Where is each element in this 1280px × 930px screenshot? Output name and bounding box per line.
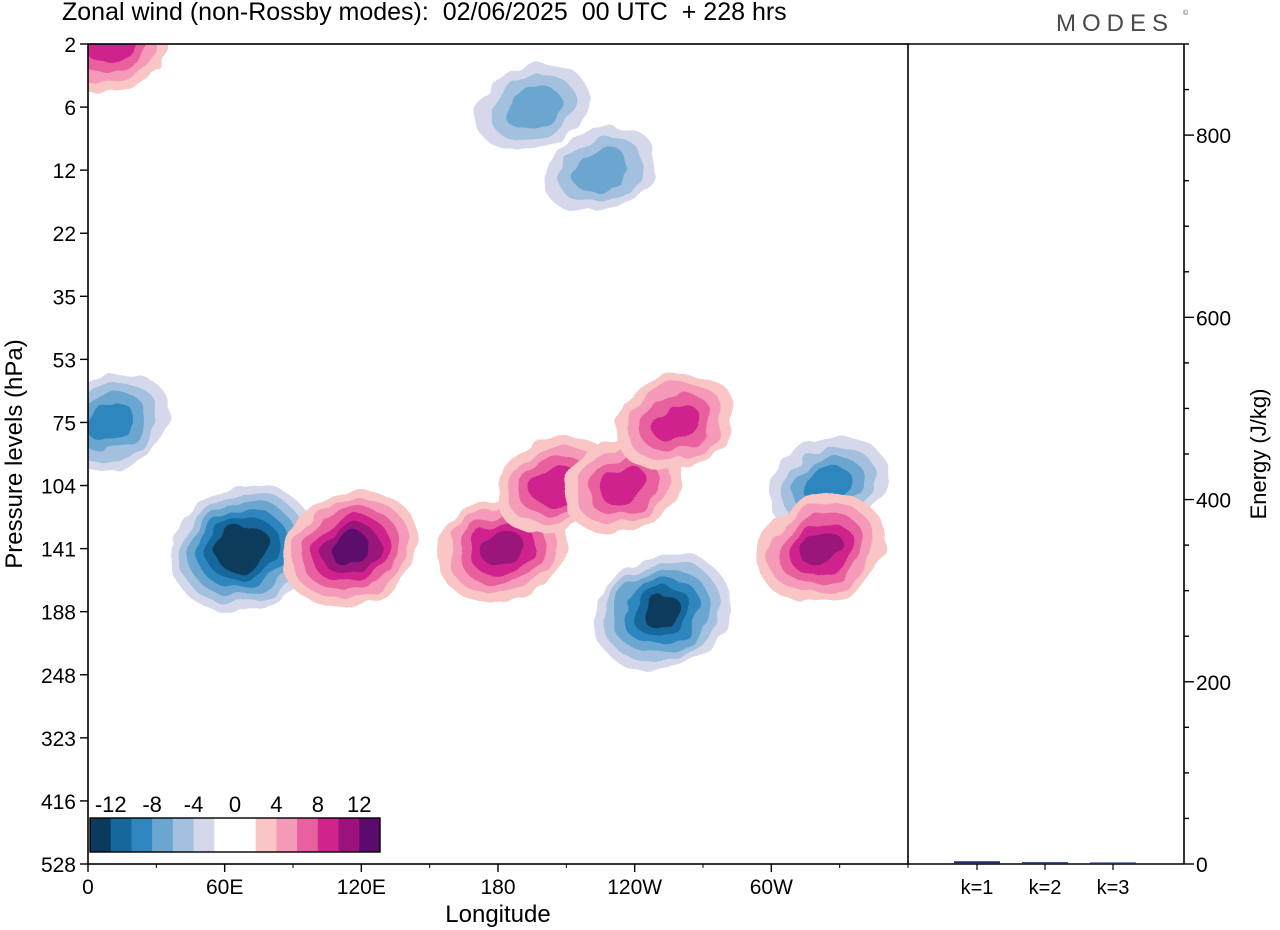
chart-title: Zonal wind (non-Rossby modes): 02/06/202…: [62, 0, 787, 26]
colorbar-swatch: [297, 818, 319, 852]
colorbar-swatch: [276, 818, 298, 852]
contour-band: [88, 44, 135, 64]
colorbar-label: 12: [347, 792, 371, 817]
colorbar-label: -4: [184, 792, 204, 817]
energy-bars: k=1 k=2 k=3: [954, 861, 1136, 899]
wind-anomaly: [88, 373, 171, 472]
energy-tick-label: 0: [1196, 854, 1208, 877]
colorbar-label: 8: [312, 792, 324, 817]
contour-band: [572, 148, 629, 193]
main-plot-frame: [87, 43, 909, 865]
pressure-axis: 2 6 12 22 35 53 75 104 141 188 248 323 416 528: [41, 34, 88, 877]
category-label: k=2: [1029, 877, 1062, 899]
contour-band: [599, 466, 648, 505]
wind-anomaly: [544, 126, 657, 214]
x-axis-label: Longitude: [445, 901, 550, 928]
y-tick-label: 141: [41, 539, 76, 562]
energy-tick-label: 200: [1196, 672, 1231, 695]
energy-bar: [1022, 862, 1068, 864]
x-tick-label: 60E: [206, 876, 243, 899]
y-tick-label: 188: [41, 602, 76, 625]
colorbar-swatch: [131, 818, 153, 852]
contour-band: [800, 530, 843, 567]
x-tick-label: 180: [480, 876, 515, 899]
colorbar-label: -8: [142, 792, 162, 817]
modes-logo: MODES: [1056, 10, 1175, 37]
copyright-mark: ©: [1183, 10, 1189, 17]
wind-anomaly: [593, 553, 731, 670]
energy-tick-label: 600: [1196, 307, 1231, 330]
y-tick-label: 416: [41, 791, 76, 814]
contour-field: [88, 44, 889, 670]
x-tick-label: 60W: [750, 876, 793, 899]
colorbar-swatch: [172, 818, 195, 852]
energy-axis-label: Energy (J/kg): [1246, 389, 1271, 520]
y-tick-label: 528: [41, 854, 76, 877]
contour-band: [481, 530, 524, 567]
colorbar-swatch: [338, 818, 360, 852]
energy-bar: [954, 861, 1000, 864]
energy-tick-label: 800: [1196, 125, 1231, 148]
contour-band: [651, 403, 700, 442]
colorbar-swatch: [152, 818, 174, 852]
wind-anomaly: [281, 490, 419, 607]
energy-axis: 0 200 400 600 800: [1184, 43, 1231, 877]
contour-band: [642, 595, 682, 629]
colorbar-swatch: [317, 818, 340, 852]
y-tick-label: 75: [53, 412, 76, 435]
energy-bar: [1090, 862, 1136, 864]
colorbar-swatch: [235, 818, 257, 852]
y-tick-label: 2: [64, 34, 76, 57]
contour-band: [224, 532, 261, 565]
wind-anomaly: [476, 63, 589, 151]
colorbar-swatch: [90, 818, 112, 852]
y-tick-label: 53: [53, 349, 76, 372]
colorbar-swatch: [255, 818, 277, 852]
wind-anomaly: [170, 485, 316, 612]
x-tick-label: 120E: [337, 876, 386, 899]
contour-band: [804, 466, 853, 505]
colorbar-swatch: [193, 818, 215, 852]
contour-band: [88, 403, 135, 442]
colorbar-label: 4: [270, 792, 282, 817]
contour-band: [330, 531, 370, 566]
y-tick-label: 248: [41, 665, 76, 688]
y-tick-label: 104: [41, 476, 76, 499]
y-axis-label: Pressure levels (hPa): [1, 339, 28, 568]
contour-band: [504, 85, 561, 129]
colorbar: -12 -8 -4 0 4 8 12: [89, 792, 381, 853]
colorbar-frame: [89, 817, 381, 853]
y-tick-label: 323: [41, 728, 76, 751]
contour-band: [88, 44, 159, 83]
colorbar-label: -12: [95, 792, 127, 817]
wind-anomaly: [615, 373, 736, 472]
energy-tick-label: 400: [1196, 490, 1231, 513]
y-tick-label: 12: [53, 160, 76, 183]
category-label: k=3: [1097, 877, 1130, 899]
wind-anomaly: [88, 44, 171, 93]
y-tick-label: 22: [53, 223, 76, 246]
colorbar-swatch: [110, 818, 132, 852]
colorbar-swatch: [214, 818, 236, 852]
colorbar-swatch: [359, 818, 381, 852]
colorbar-label: 0: [229, 792, 241, 817]
category-label: k=1: [961, 877, 994, 899]
y-tick-label: 35: [53, 286, 76, 309]
wind-anomaly: [757, 495, 886, 602]
longitude-axis: 0 60E 120E 180 120W 60W: [82, 864, 909, 899]
y-tick-label: 6: [64, 97, 76, 120]
x-tick-label: 0: [82, 876, 94, 899]
x-tick-label: 120W: [607, 876, 662, 899]
